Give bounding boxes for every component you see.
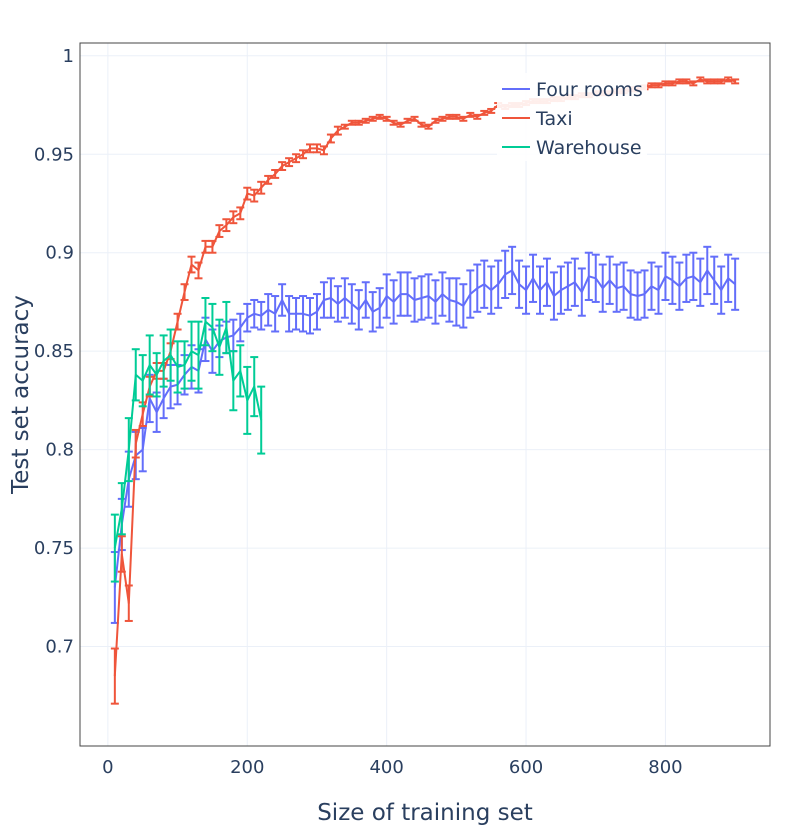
y-tick-label: 0.85 bbox=[34, 341, 74, 362]
y-tick-label: 1 bbox=[63, 46, 74, 67]
legend-entry[interactable]: Taxi bbox=[535, 108, 573, 130]
series-warehouse bbox=[110, 297, 266, 583]
legend[interactable]: Four rooms Taxi Warehouse bbox=[497, 73, 647, 161]
plot-area bbox=[110, 76, 740, 705]
series-four-rooms bbox=[110, 245, 740, 624]
series-line bbox=[113, 320, 263, 549]
x-tick-label: 400 bbox=[369, 757, 403, 778]
x-tick-label: 0 bbox=[102, 757, 113, 778]
legend-entry[interactable]: Warehouse bbox=[536, 137, 642, 159]
y-tick-label: 0.7 bbox=[45, 637, 74, 658]
x-tick-label: 200 bbox=[230, 757, 264, 778]
y-axis-title: Test set accuracy bbox=[8, 295, 34, 495]
plot-frame bbox=[79, 42, 771, 747]
y-tick-label: 0.75 bbox=[34, 538, 74, 559]
y-axis-ticks: 0.7 0.75 0.8 0.85 0.9 0.95 1 bbox=[34, 46, 74, 658]
y-tick-label: 0.95 bbox=[34, 144, 74, 165]
x-axis-title: Size of training set bbox=[317, 800, 533, 826]
x-tick-label: 800 bbox=[648, 757, 682, 778]
legend-entry[interactable]: Four rooms bbox=[536, 79, 643, 101]
y-tick-label: 0.9 bbox=[45, 243, 74, 264]
x-tick-label: 600 bbox=[509, 757, 543, 778]
y-tick-label: 0.8 bbox=[45, 440, 74, 461]
x-axis-ticks: 0 200 400 600 800 bbox=[102, 757, 682, 778]
